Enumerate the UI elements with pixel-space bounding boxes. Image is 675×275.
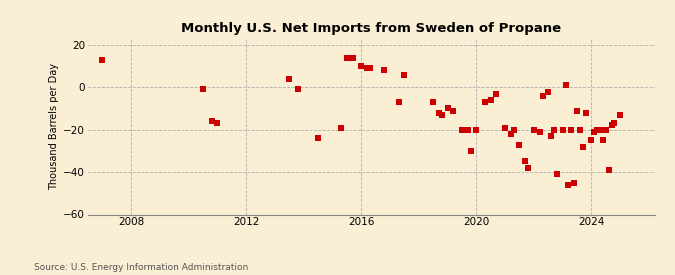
Point bbox=[603, 168, 614, 172]
Point bbox=[577, 144, 588, 149]
Point bbox=[433, 111, 444, 115]
Point bbox=[601, 128, 612, 132]
Point bbox=[551, 172, 562, 176]
Point bbox=[592, 128, 603, 132]
Point bbox=[485, 98, 496, 102]
Title: Monthly U.S. Net Imports from Sweden of Propane: Monthly U.S. Net Imports from Sweden of … bbox=[181, 21, 562, 35]
Point bbox=[448, 108, 459, 113]
Point bbox=[342, 55, 352, 60]
Point bbox=[491, 91, 502, 96]
Point bbox=[529, 128, 539, 132]
Point bbox=[522, 166, 533, 170]
Point bbox=[595, 128, 605, 132]
Point bbox=[471, 128, 482, 132]
Point bbox=[545, 134, 556, 138]
Point bbox=[97, 57, 107, 62]
Point bbox=[356, 64, 367, 68]
Point bbox=[456, 128, 467, 132]
Point bbox=[212, 121, 223, 125]
Point bbox=[543, 89, 554, 94]
Point bbox=[428, 100, 439, 104]
Point bbox=[589, 130, 599, 134]
Point bbox=[558, 128, 568, 132]
Point bbox=[399, 72, 410, 77]
Point bbox=[362, 66, 373, 70]
Point bbox=[549, 128, 560, 132]
Point bbox=[347, 55, 358, 60]
Point bbox=[606, 123, 617, 128]
Point bbox=[394, 100, 404, 104]
Point bbox=[292, 87, 303, 92]
Point bbox=[206, 119, 217, 123]
Point bbox=[508, 128, 519, 132]
Point bbox=[609, 121, 620, 125]
Text: Source: U.S. Energy Information Administration: Source: U.S. Energy Information Administ… bbox=[34, 263, 248, 272]
Point bbox=[500, 125, 510, 130]
Point bbox=[465, 149, 476, 153]
Y-axis label: Thousand Barrels per Day: Thousand Barrels per Day bbox=[49, 63, 59, 190]
Point bbox=[615, 113, 626, 117]
Point bbox=[572, 108, 583, 113]
Point bbox=[462, 128, 473, 132]
Point bbox=[442, 106, 453, 111]
Point bbox=[479, 100, 490, 104]
Point bbox=[574, 128, 585, 132]
Point bbox=[534, 130, 545, 134]
Point bbox=[560, 83, 571, 87]
Point bbox=[580, 111, 591, 115]
Point bbox=[520, 159, 531, 164]
Point bbox=[569, 180, 580, 185]
Point bbox=[563, 183, 574, 187]
Point bbox=[379, 68, 389, 73]
Point bbox=[436, 113, 447, 117]
Point bbox=[506, 132, 516, 136]
Point bbox=[566, 128, 576, 132]
Point bbox=[284, 77, 294, 81]
Point bbox=[364, 66, 375, 70]
Point bbox=[586, 138, 597, 142]
Point bbox=[313, 136, 323, 140]
Point bbox=[335, 125, 346, 130]
Point bbox=[514, 142, 525, 147]
Point bbox=[537, 94, 548, 98]
Point bbox=[198, 87, 209, 92]
Point bbox=[597, 138, 608, 142]
